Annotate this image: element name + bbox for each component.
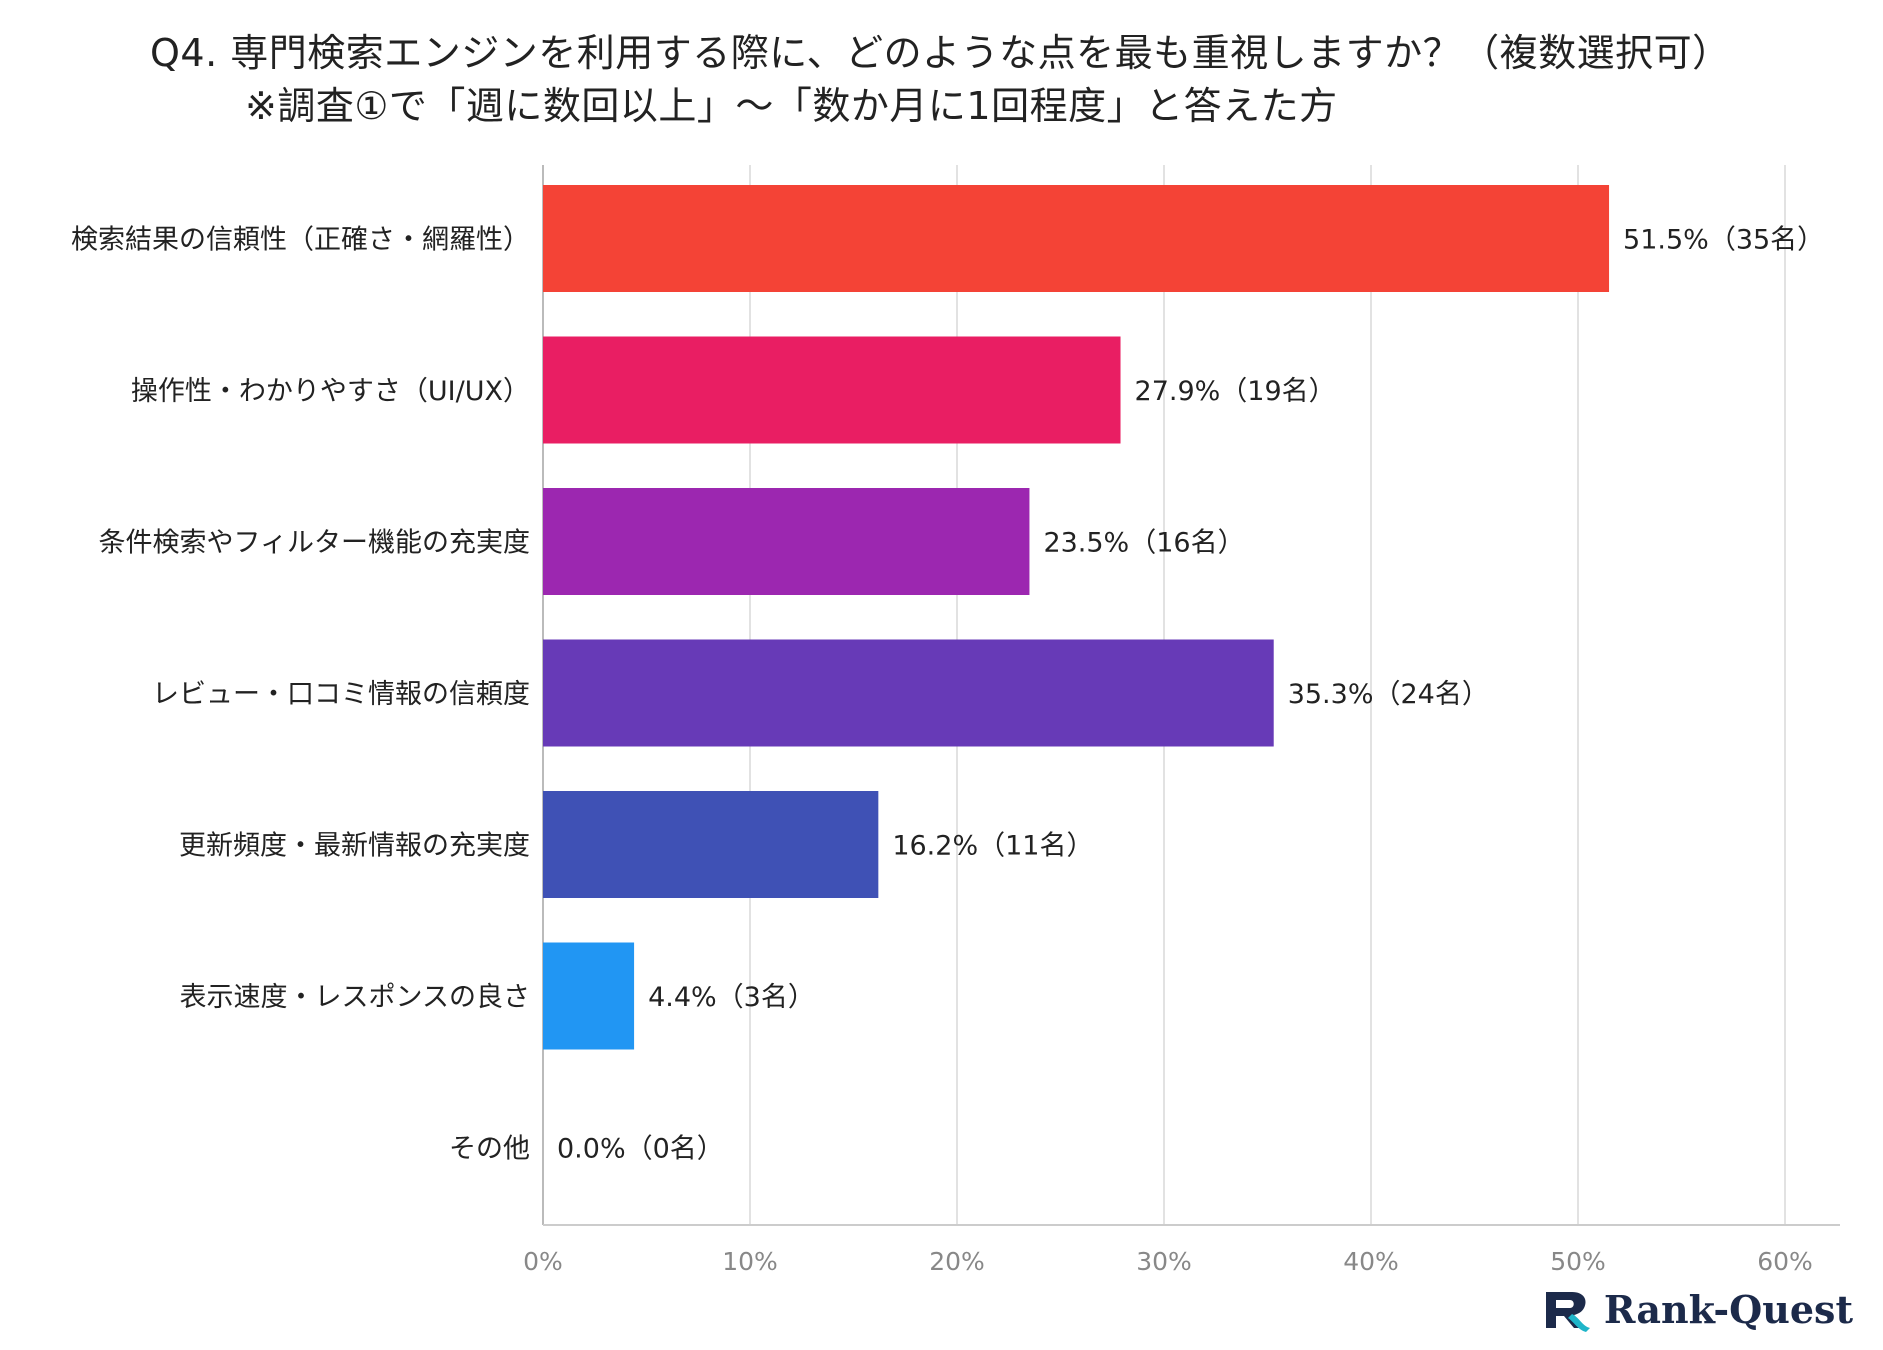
bar — [543, 942, 635, 1050]
value-label: 16.2%（11名） — [892, 831, 1093, 862]
bar — [543, 336, 1121, 444]
bar — [543, 791, 879, 898]
bar-chart: 0% 10% 20% 30% 40% 50% 60% 検索結果の信頼性（正確さ・網羅性） 51.… — [71, 165, 1840, 1276]
x-tick-label: 0% — [523, 1247, 563, 1276]
chart-title-line2: ※調査①で「週に数回以上」～「数か月に1回程度」と答えた方 — [245, 84, 1338, 128]
x-tick-label: 30% — [1136, 1247, 1192, 1276]
value-label: 35.3%（24名） — [1288, 679, 1489, 710]
category-label: その他 — [449, 1134, 530, 1165]
x-tick-label: 60% — [1757, 1247, 1813, 1276]
rank-quest-logo-icon — [1545, 1291, 1590, 1332]
category-label: 条件検索やフィルター機能の充実度 — [99, 528, 530, 559]
rank-quest-logo-text: Rank-Quest — [1603, 1287, 1853, 1332]
category-label: レビュー・口コミ情報の信頼度 — [152, 679, 530, 710]
x-tick-label: 10% — [722, 1247, 778, 1276]
bar — [543, 185, 1610, 292]
x-tick-label: 20% — [929, 1247, 985, 1276]
value-label: 0.0%（0名） — [557, 1134, 724, 1165]
value-label: 51.5%（35名） — [1623, 225, 1824, 256]
bar — [543, 488, 1030, 595]
rank-quest-logo: Rank-Quest — [1542, 1287, 1853, 1332]
value-label: 27.9%（19名） — [1135, 376, 1336, 407]
chart-title-line1: Q4. 専門検索エンジンを利用する際に、どのような点を最も重視しますか？（複数選… — [150, 31, 1731, 75]
x-tick-label: 50% — [1550, 1247, 1606, 1276]
category-label: 検索結果の信頼性（正確さ・網羅性） — [71, 225, 530, 256]
value-label: 4.4%（3名） — [648, 982, 815, 1013]
category-label: 更新頻度・最新情報の充実度 — [179, 831, 530, 862]
value-label: 23.5%（16名） — [1043, 528, 1244, 559]
x-tick-label: 40% — [1343, 1247, 1399, 1276]
bar — [543, 639, 1274, 747]
category-label: 操作性・わかりやすさ（UI/UX） — [131, 376, 530, 407]
category-label: 表示速度・レスポンスの良さ — [180, 982, 530, 1013]
